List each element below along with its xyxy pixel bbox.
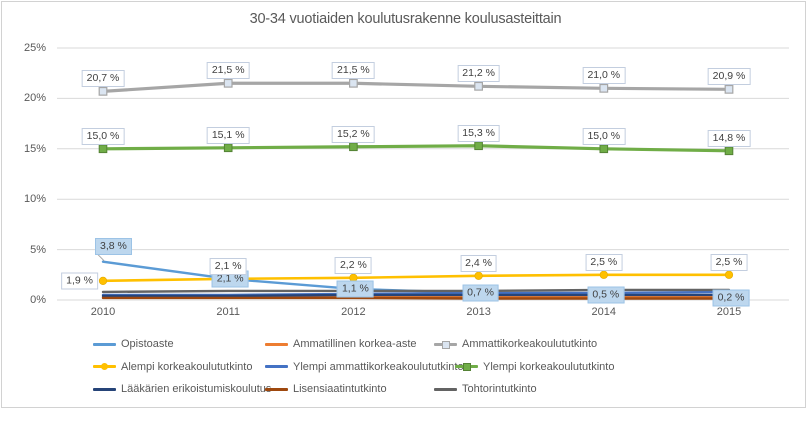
data-label-opistoaste[interactable]: 0,7 % (462, 284, 500, 302)
data-label-ammattikorkeakoulututkinto[interactable]: 20,7 % (81, 70, 125, 88)
data-label-alempi-korkeakoulututkinto[interactable]: 1,9 % (61, 272, 98, 290)
data-label-opistoaste[interactable]: 3,8 % (95, 237, 132, 255)
chart-frame (1, 1, 806, 408)
series-line-alempi-korkeakoulututkinto[interactable] (101, 273, 731, 283)
series-marker-ylempi-korkeakoulututkinto[interactable] (223, 143, 233, 153)
data-label-alempi-korkeakoulututkinto[interactable]: 2,2 % (334, 256, 372, 274)
data-label-alempi-korkeakoulututkinto[interactable]: 2,1 % (209, 257, 247, 275)
y-axis-tick: 20% (23, 92, 46, 105)
data-label-alempi-korkeakoulututkinto[interactable]: 2,5 % (585, 253, 623, 271)
series-marker-ylempi-korkeakoulututkinto[interactable] (724, 146, 734, 156)
legend-label: Lääkärien erikoistumiskoulutus (121, 383, 272, 395)
legend-label: Ylempi ammattikorkeakoulututkinto (293, 360, 464, 373)
y-axis-tick: 25% (23, 42, 46, 54)
chart-title[interactable]: 30-34 vuotiaiden koulutusrakenne koulusa… (249, 11, 562, 27)
legend-item-ylempi-ammattikorkeakoulututkinto[interactable]: Ylempi ammattikorkeakoulututkinto (265, 360, 464, 374)
x-axis-tick: 2010 (90, 306, 116, 318)
data-label-alempi-korkeakoulututkinto[interactable]: 2,4 % (460, 254, 498, 272)
legend-label: Lisensiaatintutkinto (293, 383, 387, 395)
legend-item-opistoaste[interactable]: Opistoaste (93, 337, 174, 351)
legend-swatch-ammattikorkeakoulututkinto (434, 340, 457, 349)
series-marker-alempi-korkeakoulututkinto[interactable] (724, 270, 734, 279)
data-label-alempi-korkeakoulututkinto[interactable]: 2,5 % (710, 253, 748, 271)
series-marker-ammattikorkeakoulututkinto[interactable] (474, 81, 483, 91)
legend-swatch-opistoaste (93, 340, 116, 349)
x-axis-tick: 2013 (466, 306, 491, 318)
x-axis-tick: 2012 (341, 306, 366, 318)
series-marker-ylempi-korkeakoulututkinto[interactable] (349, 142, 358, 152)
data-label-ylempi-korkeakoulututkinto[interactable]: 15,3 % (457, 124, 500, 142)
x-axis-tick: 2014 (591, 306, 617, 318)
series-marker-ammattikorkeakoulututkinto[interactable] (349, 78, 358, 88)
legend-label: Ammattikorkeakoulututkinto (462, 338, 598, 350)
series-marker-ylempi-korkeakoulututkinto[interactable] (599, 144, 609, 154)
legend-label: Ylempi korkeakoulututkinto (483, 360, 615, 373)
y-axis-tick: 10% (23, 193, 46, 206)
legend-label: Ammatillinen korkea-aste (293, 338, 417, 350)
data-label-opistoaste[interactable]: 0,5 % (587, 286, 625, 304)
data-label-ylempi-korkeakoulututkinto[interactable]: 15,0 % (582, 127, 626, 145)
y-axis-tick: 0% (30, 294, 46, 306)
series-marker-ammattikorkeakoulututkinto[interactable] (223, 78, 233, 88)
data-label-ylempi-korkeakoulututkinto[interactable]: 14,8 % (707, 129, 751, 147)
label-leader-line (96, 253, 105, 262)
data-label-ylempi-korkeakoulututkinto[interactable]: 15,1 % (206, 126, 250, 144)
data-label-opistoaste[interactable]: 1,1 % (336, 280, 374, 298)
legend-swatch-alempi-korkeakoulututkinto (93, 362, 116, 371)
legend-label: Opistoaste (121, 338, 174, 350)
data-label-opistoaste[interactable]: 0,2 % (712, 289, 750, 307)
data-label-ammattikorkeakoulututkinto[interactable]: 21,5 % (332, 62, 375, 80)
series-marker-ammattikorkeakoulututkinto[interactable] (599, 83, 609, 93)
data-label-ylempi-korkeakoulututkinto[interactable]: 15,2 % (332, 125, 375, 143)
legend-item-ammattikorkeakoulututkinto[interactable]: Ammattikorkeakoulututkinto (434, 337, 597, 351)
data-label-ammattikorkeakoulututkinto[interactable]: 21,2 % (457, 65, 500, 83)
legend-swatch-laakarien-erikoistumiskoulutus (93, 385, 116, 394)
series-marker-ammattikorkeakoulututkinto[interactable] (724, 84, 734, 94)
series-marker-ylempi-korkeakoulututkinto[interactable] (474, 141, 483, 151)
legend-swatch-ylempi-korkeakoulututkinto (455, 362, 478, 371)
legend-swatch-lisensiaatintutkinto (265, 385, 288, 394)
series-marker-alempi-korkeakoulututkinto[interactable] (474, 271, 483, 280)
series-marker-ylempi-korkeakoulututkinto[interactable] (98, 144, 108, 154)
series-line-ammattikorkeakoulututkinto[interactable] (101, 81, 731, 93)
legend-label: Alempi korkeakoulututkinto (121, 360, 253, 373)
data-label-ylempi-korkeakoulututkinto[interactable]: 15,0 % (81, 127, 125, 145)
series-line-lisensiaatintutkinto[interactable] (101, 296, 731, 300)
y-axis-tick: 5% (30, 243, 46, 256)
data-label-ammattikorkeakoulututkinto[interactable]: 21,5 % (206, 62, 250, 80)
series-line-laakarien-erikoistumiskoulutus[interactable] (101, 293, 731, 298)
data-label-ammattikorkeakoulututkinto[interactable]: 21,0 % (582, 67, 626, 85)
series-marker-alempi-korkeakoulututkinto[interactable] (98, 276, 108, 285)
legend-item-ammatillinen-korkea-aste[interactable]: Ammatillinen korkea-aste (265, 337, 417, 351)
legend-swatch-tohtorintutkinto (434, 385, 457, 394)
y-axis-tick: 15% (23, 142, 46, 155)
legend-swatch-ammatillinen-korkea-aste (265, 340, 288, 349)
legend-item-tohtorintutkinto[interactable]: Tohtorintutkinto (434, 382, 537, 396)
legend-label: Tohtorintutkinto (462, 383, 537, 395)
series-marker-ammattikorkeakoulututkinto[interactable] (98, 86, 108, 96)
data-label-ammattikorkeakoulututkinto[interactable]: 20,9 % (707, 68, 751, 86)
x-axis-tick: 2015 (716, 306, 742, 318)
legend-item-lisensiaatintutkinto[interactable]: Lisensiaatintutkinto (265, 382, 387, 396)
legend-item-ylempi-korkeakoulututkinto[interactable]: Ylempi korkeakoulututkinto (455, 360, 614, 374)
series-marker-alempi-korkeakoulututkinto[interactable] (599, 270, 608, 279)
legend-swatch-ylempi-ammattikorkeakoulututkinto (265, 362, 288, 371)
legend-item-alempi-korkeakoulututkinto[interactable]: Alempi korkeakoulututkinto (93, 360, 252, 374)
series-line-tohtorintutkinto[interactable] (101, 288, 731, 294)
x-axis-tick: 2011 (216, 306, 241, 318)
legend-item-laakarien-erikoistumiskoulutus[interactable]: Lääkärien erikoistumiskoulutus (93, 382, 271, 396)
series-line-ylempi-korkeakoulututkinto[interactable] (101, 144, 731, 153)
